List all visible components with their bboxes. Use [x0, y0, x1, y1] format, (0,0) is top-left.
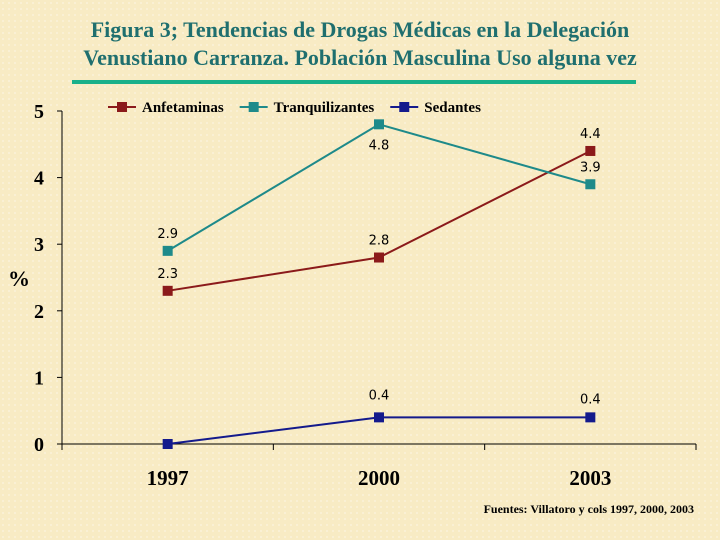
- legend-entry-label: Sedantes: [424, 100, 481, 116]
- series-line-anfetaminas: [167, 150, 591, 292]
- data-point-sedantes: [374, 412, 384, 423]
- x-tick-label: 2003: [569, 466, 611, 490]
- chart-title-line-2: Venustiano Carranza. Población Masculina…: [83, 45, 637, 70]
- legend-entry-label: Anfetaminas: [142, 100, 224, 116]
- y-tick-label: 0: [34, 434, 44, 456]
- data-point-anfetaminas: [162, 285, 173, 296]
- data-point-anfetaminas: [585, 145, 596, 156]
- data-label: 2.9: [157, 227, 178, 242]
- data-label: 4.8: [369, 138, 390, 153]
- data-label: 3.9: [580, 160, 601, 175]
- data-point-sedantes: [162, 439, 173, 449]
- data-label: 2.8: [369, 234, 390, 249]
- y-tick-label: 3: [34, 234, 44, 256]
- data-point-sedantes: [585, 412, 596, 423]
- data-point-tranquilizantes: [162, 245, 173, 256]
- chart-title: Figura 3; Tendencias de Drogas Médicas e…: [0, 16, 720, 72]
- y-tick-label: 2: [34, 301, 44, 323]
- data-label: 4.4: [580, 127, 601, 142]
- legend-swatch-marker: [248, 102, 259, 112]
- legend-entry-label: Tranquilizantes: [274, 100, 375, 116]
- legend-swatch-marker: [399, 102, 410, 112]
- source-note: Fuentes: Villatoro y cols 1997, 2000, 20…: [483, 502, 694, 516]
- data-label: 2.3: [157, 267, 178, 282]
- y-axis-label: %: [8, 266, 30, 291]
- x-tick-label: 1997: [147, 466, 189, 490]
- chart-title-line-1: Figura 3; Tendencias de Drogas Médicas e…: [90, 17, 630, 42]
- legend-swatch-marker: [117, 102, 127, 112]
- y-tick-label: 5: [34, 101, 44, 123]
- title-underline: [72, 80, 636, 84]
- y-tick-label: 1: [34, 367, 44, 389]
- data-point-tranquilizantes: [374, 119, 384, 130]
- data-point-tranquilizantes: [585, 179, 596, 190]
- data-label: 0.4: [369, 388, 390, 403]
- data-point-anfetaminas: [374, 252, 384, 263]
- data-label: 0.4: [580, 392, 601, 407]
- y-tick-label: 4: [34, 168, 44, 190]
- x-tick-label: 2000: [358, 466, 400, 490]
